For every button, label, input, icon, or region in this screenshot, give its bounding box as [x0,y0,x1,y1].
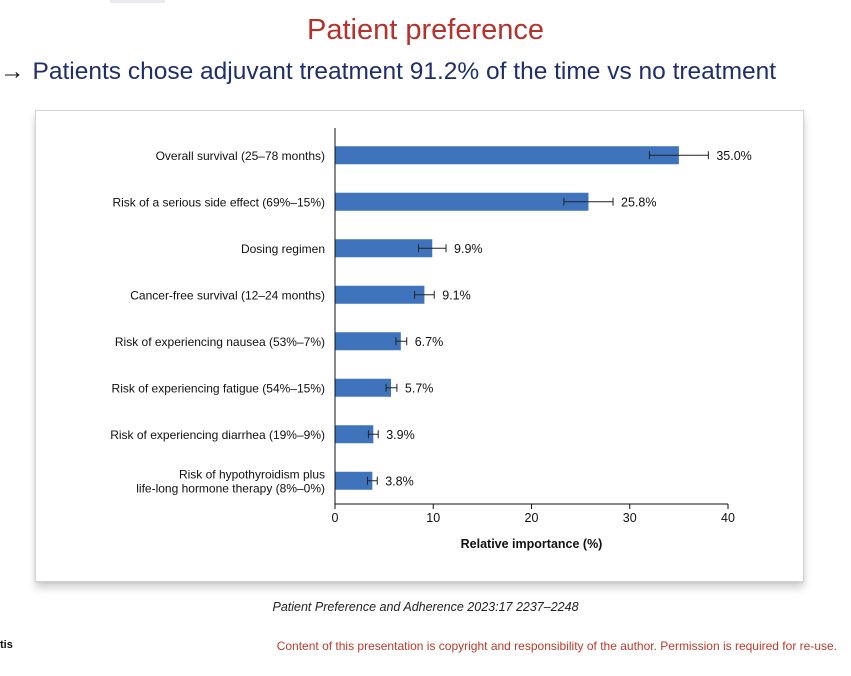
category-label-4: Risk of experiencing nausea (53%–7%) [115,335,325,349]
data-label-2: 9.9% [454,242,483,256]
slide-title: Patient preference [307,14,544,46]
x-tick-label-0: 0 [332,511,339,525]
data-label-0: 35.0% [716,149,751,163]
x-tick-label-4: 40 [721,511,735,525]
x-axis-title: Relative importance (%) [461,537,603,551]
data-label-3: 9.1% [442,288,471,302]
top-strip [110,0,165,3]
subtitle-text: Patients chose adjuvant treatment 91.2% … [32,58,777,85]
bar-2 [335,239,433,258]
bar-1 [335,192,589,211]
category-label-6: Risk of experiencing diarrhea (19%–9%) [110,428,325,442]
data-label-5: 5.7% [405,381,434,395]
x-tick-label-1: 10 [426,511,440,525]
data-label-1: 25.8% [621,195,656,209]
copyright-notice: Content of this presentation is copyrigh… [276,639,837,653]
bar-4 [335,332,401,351]
bar-0 [335,146,679,165]
category-label-2: Dosing regimen [241,242,325,256]
data-label-6: 3.9% [386,428,415,442]
category-label-7-line-0: Risk of hypothyroidism plus [179,467,325,481]
chart-panel: 35.0% Overall survival (25–78 months) 25.8… [35,110,804,582]
footer-left-fragment: tis [0,639,13,651]
bar-3 [335,285,425,304]
relative-importance-chart: 35.0% Overall survival (25–78 months) 25.8… [110,128,752,551]
bar-5 [335,378,392,397]
right-arrow-icon: → [0,58,25,85]
slide-subtitle: → Patients chose adjuvant treatment 91.2%… [0,58,851,86]
category-label-3: Cancer-free survival (12–24 months) [130,288,325,302]
data-label-4: 6.7% [415,335,444,349]
category-label-1: Risk of a serious side effect (69%–15%) [112,195,325,209]
x-tick-label-2: 20 [525,511,539,525]
data-label-7: 3.8% [385,474,414,488]
x-tick-label-3: 30 [623,511,637,525]
category-label-7-line-1: life-long hormone therapy (8%–0%) [136,481,325,495]
bar-6 [335,425,374,444]
category-label-5: Risk of experiencing fatigue (54%–15%) [112,381,325,395]
citation: Patient Preference and Adherence 2023:17… [272,600,579,614]
bar-7 [335,471,373,490]
category-label-0: Overall survival (25–78 months) [156,149,325,163]
